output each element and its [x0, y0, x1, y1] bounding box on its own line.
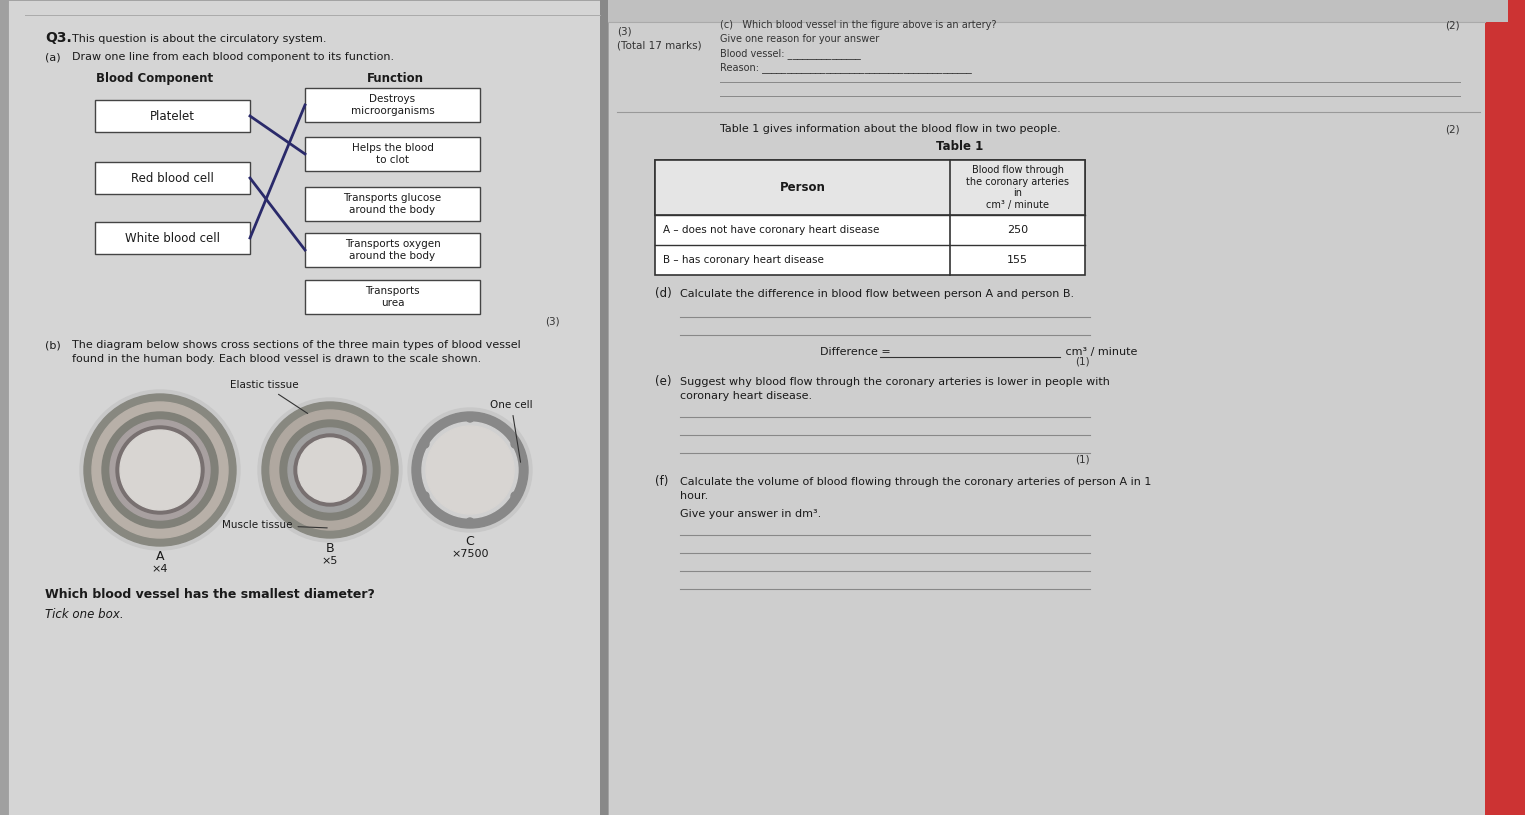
- Circle shape: [288, 428, 372, 512]
- Text: Give your answer in dm³.: Give your answer in dm³.: [680, 509, 822, 519]
- Text: White blood cell: White blood cell: [125, 231, 220, 244]
- Circle shape: [467, 518, 474, 526]
- Text: Person: Person: [779, 181, 825, 194]
- Text: Function: Function: [366, 72, 424, 85]
- Circle shape: [270, 410, 390, 530]
- Text: 155: 155: [1006, 255, 1028, 265]
- Bar: [95, 100, 250, 132]
- Text: Transports
urea: Transports urea: [364, 286, 419, 308]
- Text: ×4: ×4: [152, 564, 168, 574]
- Text: (2): (2): [1446, 124, 1459, 134]
- Circle shape: [102, 412, 218, 528]
- Circle shape: [412, 412, 528, 528]
- Text: Reason: ___________________________________________: Reason: ________________________________…: [720, 62, 971, 73]
- Circle shape: [120, 430, 200, 510]
- Bar: [305, 187, 480, 221]
- Circle shape: [422, 422, 518, 518]
- Circle shape: [511, 492, 519, 500]
- Bar: [608, 0, 1508, 22]
- Text: Draw one line from each blood component to its function.: Draw one line from each blood component …: [72, 52, 393, 62]
- Text: Which blood vessel has the smallest diameter?: Which blood vessel has the smallest diam…: [46, 588, 375, 601]
- Text: A: A: [156, 550, 165, 563]
- Text: ×7500: ×7500: [451, 549, 488, 559]
- Text: (Total 17 marks): (Total 17 marks): [618, 40, 702, 50]
- Text: The diagram below shows cross sections of the three main types of blood vessel: The diagram below shows cross sections o…: [72, 340, 520, 350]
- Text: B: B: [326, 542, 334, 555]
- Text: (b): (b): [46, 340, 61, 350]
- Bar: [656, 160, 1084, 215]
- Text: 250: 250: [1006, 225, 1028, 235]
- Text: coronary heart disease.: coronary heart disease.: [680, 391, 813, 401]
- Text: Calculate the volume of blood flowing through the coronary arteries of person A : Calculate the volume of blood flowing th…: [680, 477, 1151, 487]
- Text: This question is about the circulatory system.: This question is about the circulatory s…: [72, 34, 326, 44]
- Circle shape: [281, 420, 380, 520]
- Text: Helps the blood
to clot: Helps the blood to clot: [352, 143, 433, 165]
- Text: Calculate the difference in blood flow between person A and person B.: Calculate the difference in blood flow b…: [680, 289, 1074, 299]
- Bar: [95, 162, 250, 194]
- Text: (3): (3): [546, 317, 560, 327]
- Bar: [599, 0, 608, 815]
- Text: Transports oxygen
around the body: Transports oxygen around the body: [345, 239, 441, 261]
- Text: (c)   Which blood vessel in the figure above is an artery?: (c) Which blood vessel in the figure abo…: [720, 20, 996, 30]
- Text: Table 1 gives information about the blood flow in two people.: Table 1 gives information about the bloo…: [720, 124, 1061, 134]
- Text: (1): (1): [1075, 357, 1090, 367]
- Bar: [305, 137, 480, 171]
- Text: Destroys
microorganisms: Destroys microorganisms: [351, 95, 435, 116]
- Circle shape: [294, 434, 366, 506]
- Text: Elastic tissue: Elastic tissue: [230, 380, 308, 413]
- Bar: [656, 160, 1084, 275]
- Text: (a): (a): [46, 52, 61, 62]
- Text: Transports glucose
around the body: Transports glucose around the body: [343, 193, 442, 215]
- Bar: [1485, 0, 1525, 815]
- Bar: [95, 222, 250, 254]
- FancyBboxPatch shape: [8, 0, 608, 815]
- Text: A – does not have coronary heart disease: A – does not have coronary heart disease: [663, 225, 880, 235]
- Text: Red blood cell: Red blood cell: [131, 171, 214, 184]
- Text: (2): (2): [1446, 20, 1459, 30]
- Text: ×5: ×5: [322, 556, 339, 566]
- Text: Suggest why blood flow through the coronary arteries is lower in people with: Suggest why blood flow through the coron…: [680, 377, 1110, 387]
- Text: Table 1: Table 1: [936, 140, 984, 153]
- Circle shape: [79, 390, 239, 550]
- Bar: [305, 88, 480, 122]
- Text: hour.: hour.: [680, 491, 708, 501]
- Text: (f): (f): [656, 475, 668, 488]
- Circle shape: [84, 394, 236, 546]
- Text: (d): (d): [656, 287, 671, 300]
- Bar: [305, 280, 480, 314]
- Text: (e): (e): [656, 375, 671, 388]
- Text: Give one reason for your answer: Give one reason for your answer: [720, 34, 880, 44]
- Text: Blood vessel: _______________: Blood vessel: _______________: [720, 48, 860, 59]
- Circle shape: [425, 426, 514, 514]
- Circle shape: [421, 492, 429, 500]
- Text: (3): (3): [618, 27, 631, 37]
- Circle shape: [409, 408, 532, 532]
- FancyBboxPatch shape: [608, 0, 1508, 815]
- Circle shape: [262, 402, 398, 538]
- Text: found in the human body. Each blood vessel is drawn to the scale shown.: found in the human body. Each blood vess…: [72, 354, 482, 364]
- Text: Blood flow through
the coronary arteries
in
cm³ / minute: Blood flow through the coronary arteries…: [965, 165, 1069, 210]
- Text: (1): (1): [1075, 455, 1090, 465]
- Bar: [305, 233, 480, 267]
- Circle shape: [421, 440, 429, 448]
- Text: C: C: [465, 535, 474, 548]
- Circle shape: [116, 426, 204, 514]
- Circle shape: [467, 414, 474, 422]
- Circle shape: [297, 438, 361, 502]
- Text: Platelet: Platelet: [149, 109, 195, 122]
- Circle shape: [92, 402, 229, 538]
- Text: cm³ / minute: cm³ / minute: [1061, 347, 1138, 357]
- Text: Difference =: Difference =: [820, 347, 894, 357]
- Circle shape: [110, 420, 210, 520]
- Text: B – has coronary heart disease: B – has coronary heart disease: [663, 255, 824, 265]
- Circle shape: [511, 440, 519, 448]
- Text: Blood Component: Blood Component: [96, 72, 214, 85]
- Text: Muscle tissue: Muscle tissue: [223, 520, 328, 530]
- Text: One cell: One cell: [490, 400, 532, 462]
- Text: Tick one box.: Tick one box.: [46, 608, 124, 621]
- Circle shape: [258, 398, 403, 542]
- Text: Q3.: Q3.: [46, 31, 72, 45]
